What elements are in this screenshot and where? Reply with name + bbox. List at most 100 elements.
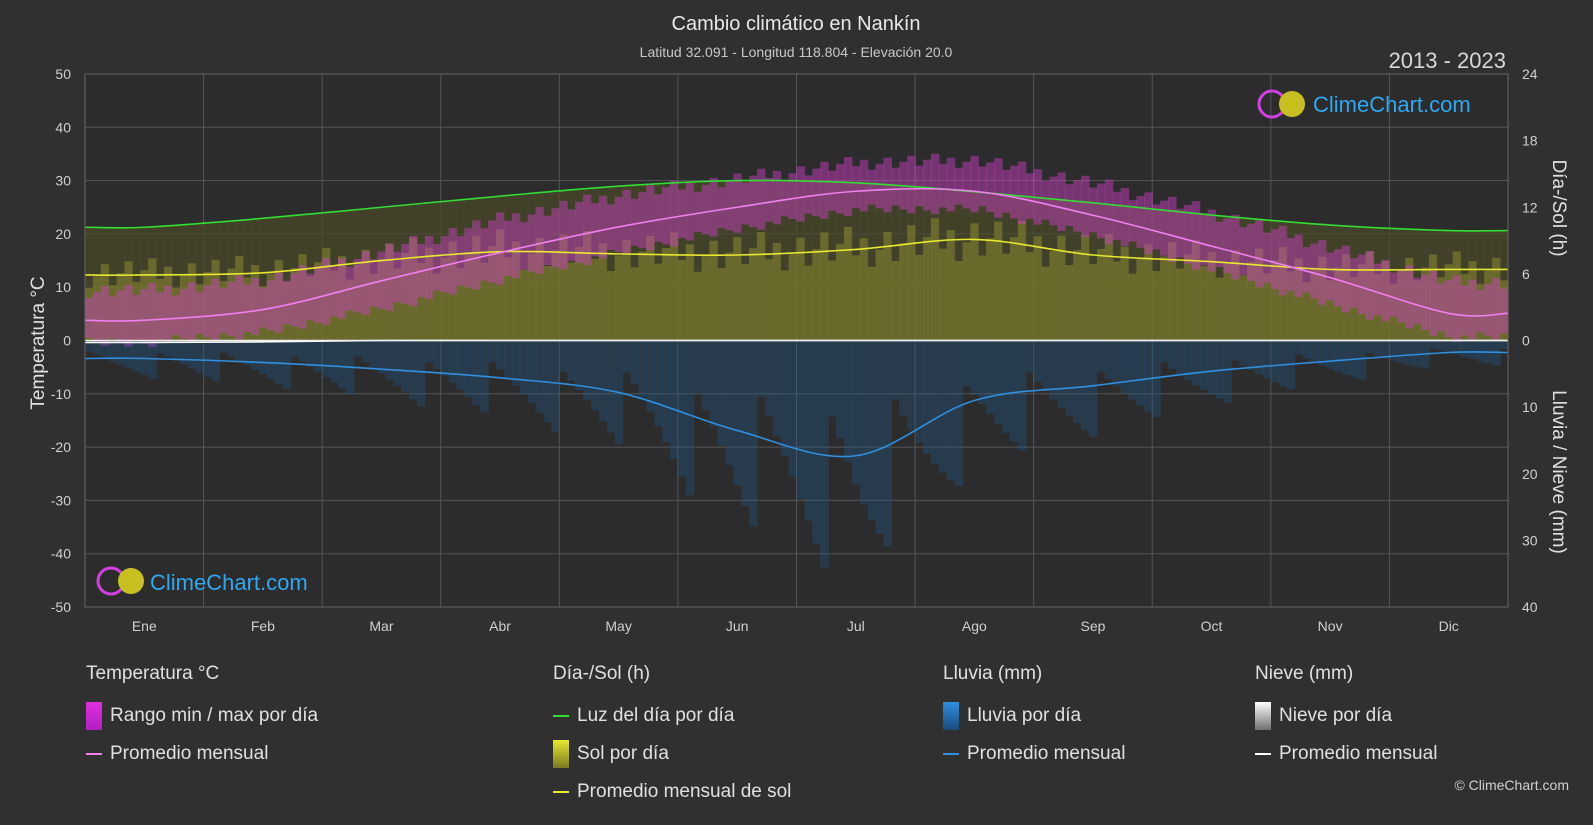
sun-bar <box>1294 258 1304 341</box>
sun-bar <box>488 246 497 341</box>
temp-range-bar <box>1089 187 1098 233</box>
rain-bar <box>488 340 497 363</box>
sun-bar <box>1136 258 1145 341</box>
sun-bar <box>614 255 624 341</box>
sun-bar <box>511 241 521 341</box>
temp-range-bar <box>567 209 576 261</box>
legend-label: Rango min / max por día <box>110 705 319 726</box>
rain-bar <box>432 340 442 370</box>
sun-bar <box>1183 254 1193 341</box>
sun-bar <box>1405 257 1414 341</box>
temp-range-bar <box>464 228 473 288</box>
sun-bar <box>788 254 798 341</box>
temp-range-bar <box>994 158 1003 218</box>
y-right-bottom-tick-label: 30 <box>1522 532 1538 548</box>
sun-bar <box>1033 236 1043 341</box>
temp-range-bar <box>1373 263 1383 316</box>
sun-bar <box>124 261 134 341</box>
y-left-tick-label: -10 <box>51 386 71 402</box>
rain-bar <box>290 340 300 357</box>
sun-bar <box>195 284 205 341</box>
rain-bar <box>1341 340 1351 375</box>
sun-bar <box>946 230 956 341</box>
temp-range-bar <box>409 235 418 307</box>
rain-bar <box>314 340 323 372</box>
temp-range-bar <box>796 166 806 222</box>
rain-bar <box>1183 340 1193 381</box>
daylight-bar <box>282 216 292 341</box>
rain-bar <box>741 340 750 507</box>
rain-bar <box>535 340 545 413</box>
x-tick-label: Abr <box>489 618 511 634</box>
sun-bar <box>132 282 141 341</box>
rain-bar <box>883 340 892 547</box>
sun-bar <box>606 271 616 341</box>
temp-range-bar <box>1310 243 1319 299</box>
rain-bar <box>1033 340 1043 382</box>
rain-bar <box>820 340 829 568</box>
rain-bar <box>361 340 371 363</box>
sun-bar <box>417 263 426 341</box>
rain-bar <box>1247 340 1256 371</box>
logo-sun-icon <box>118 568 144 594</box>
x-tick-label: Jul <box>847 618 865 634</box>
sun-bar <box>322 247 331 341</box>
copyright: © ClimeChart.com <box>1454 777 1569 793</box>
sun-bar <box>1081 235 1090 341</box>
rain-bar <box>1476 340 1485 362</box>
rain-bar <box>891 340 900 400</box>
sun-bar <box>345 279 355 341</box>
legend-item: Nieve por día <box>1255 697 1437 735</box>
rain-bar <box>938 340 948 473</box>
temp-range-bar <box>693 191 703 233</box>
y-right-bottom-label: Lluvia / Nieve (mm) <box>1548 390 1569 554</box>
rain-bar <box>962 340 972 386</box>
sun-bar <box>764 259 774 341</box>
rain-bar <box>867 340 877 520</box>
rain-bar <box>1207 340 1217 395</box>
sun-bar <box>1341 254 1351 341</box>
rain-bar <box>986 340 995 415</box>
sun-bar <box>369 273 379 341</box>
temp-range-bar <box>843 157 853 217</box>
rain-bar <box>1073 340 1082 424</box>
sun-bar <box>646 236 655 341</box>
temp-range-bar <box>1104 179 1114 245</box>
snow-swatch <box>1255 702 1271 730</box>
temp-range-bar <box>385 243 394 311</box>
x-tick-label: May <box>605 618 631 634</box>
x-tick-label: Jun <box>726 618 749 634</box>
temp-range-bar <box>85 297 94 338</box>
temp-range-bar <box>258 287 268 328</box>
temp-range-bar <box>1136 196 1145 248</box>
rain-bar <box>124 340 134 369</box>
rain-bar <box>148 340 157 379</box>
sun-bar <box>92 276 102 341</box>
rain-bar <box>1326 340 1335 369</box>
sun-bar <box>780 270 790 341</box>
sun-bar <box>630 267 639 341</box>
x-tick-label: Sep <box>1080 618 1105 634</box>
sun-bar <box>1476 283 1485 341</box>
temp-range-bar <box>243 284 252 332</box>
temp-range-bar <box>978 166 987 207</box>
temp-range-bar <box>922 159 932 211</box>
x-tick-label: Nov <box>1318 618 1343 634</box>
rain-bar <box>1397 340 1406 364</box>
rain-bar <box>780 340 790 457</box>
rain-bar <box>749 340 758 527</box>
sun-bar <box>654 263 663 341</box>
temp-range-bar <box>1120 187 1130 247</box>
temp-range-bar <box>1436 283 1446 332</box>
temp-range-bar <box>1334 249 1343 307</box>
temp-range-bar <box>1326 252 1335 301</box>
temp-range-bar <box>266 280 276 331</box>
legend-snow-heading: Nieve (mm) <box>1255 663 1354 684</box>
rain-bar <box>1120 340 1130 394</box>
temp-avg-swatch <box>86 753 102 755</box>
temp-range-bar <box>1294 234 1304 297</box>
temp-range-bar <box>1002 169 1011 213</box>
temp-range-bar <box>725 180 734 231</box>
temp-range-bar <box>1144 192 1153 255</box>
temp-range-bar <box>1049 176 1058 226</box>
